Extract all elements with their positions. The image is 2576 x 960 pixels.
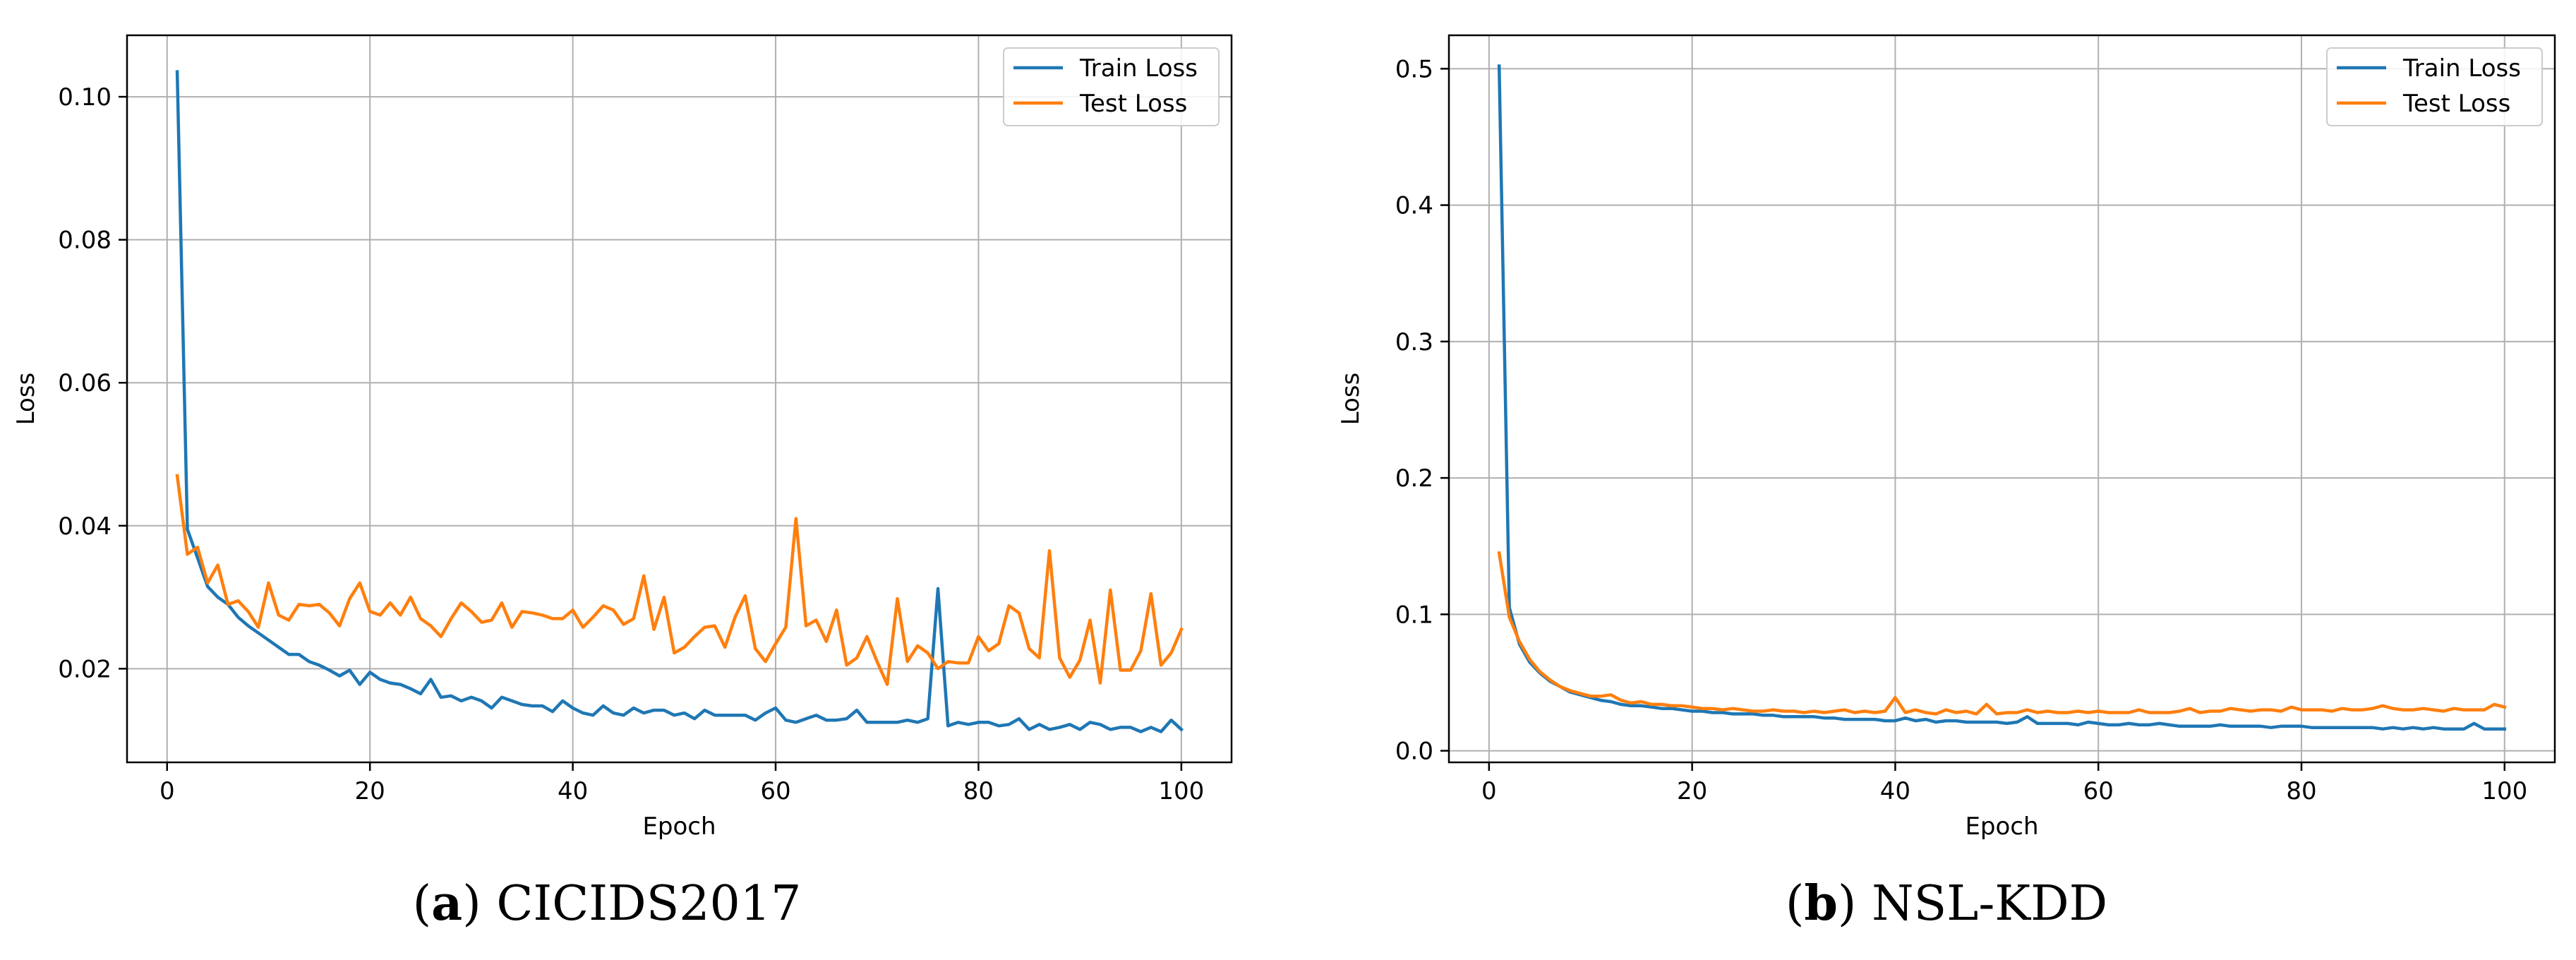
caption-a-prefix: ( <box>412 876 432 932</box>
legend-label: Train Loss <box>1079 54 1198 83</box>
plot-frame <box>1448 34 2556 764</box>
x-tick-label: 40 <box>558 777 588 805</box>
caption-a: (a) CICIDS2017 <box>254 875 960 946</box>
x-tick-label: 0 <box>160 777 175 805</box>
caption-a-suffix: ) <box>462 876 481 932</box>
x-tick-label: 20 <box>1677 777 1707 805</box>
series-line-test-loss <box>175 474 1184 686</box>
x-tick-label: 20 <box>355 777 385 805</box>
x-axis-title: Epoch <box>1965 812 2038 841</box>
x-tick-label: 0 <box>1481 777 1497 805</box>
panel-a-chart: 0 20 40 60 80 100 0.02 0.04 0.06 0.08 0.10 Epoch Los… <box>12 34 1233 841</box>
y-tick-label: 0.2 <box>1395 464 1433 493</box>
y-tick-label: 0.06 <box>58 369 112 397</box>
y-tick-label: 0.02 <box>58 655 112 683</box>
x-tick-label: 100 <box>2481 777 2527 805</box>
caption-a-letter: a <box>431 875 463 932</box>
caption-b-suffix: ) <box>1837 876 1857 932</box>
series-line-train-loss <box>1497 64 2507 731</box>
legend-label: Train Loss <box>2402 54 2521 83</box>
y-tick-label: 0.4 <box>1395 192 1433 220</box>
caption-a-name: CICIDS2017 <box>496 876 802 932</box>
y-tick-label: 0.1 <box>1395 601 1433 629</box>
x-tick-label: 100 <box>1158 777 1204 805</box>
x-tick-label: 60 <box>2083 777 2114 805</box>
y-tick-label: 0.0 <box>1395 738 1433 766</box>
series-line-train-loss <box>175 70 1184 733</box>
x-tick-label: 80 <box>2286 777 2316 805</box>
series-line-test-loss <box>1497 551 2507 716</box>
panel-b-chart: 0 20 40 60 80 100 0.0 0.1 0.2 0.3 0.4 0.5 Epoch Loss T… <box>1337 34 2556 841</box>
x-tick-label: 80 <box>963 777 994 805</box>
plot-frame <box>126 34 1233 764</box>
x-axis-title: Epoch <box>642 812 716 841</box>
caption-b-prefix: ( <box>1785 876 1805 932</box>
legend-label: Test Loss <box>1079 90 1187 118</box>
y-tick-label: 0.3 <box>1395 328 1433 356</box>
y-axis-title: Loss <box>1337 373 1365 426</box>
legend-label: Test Loss <box>2402 90 2510 118</box>
caption-b-name: NSL-KDD <box>1872 876 2108 932</box>
y-tick-label: 0.08 <box>58 227 112 255</box>
y-tick-label: 0.5 <box>1395 55 1433 83</box>
caption-b-letter: b <box>1804 875 1838 932</box>
y-axis-title: Loss <box>12 373 40 426</box>
x-tick-label: 40 <box>1880 777 1910 805</box>
x-tick-label: 60 <box>760 777 790 805</box>
y-tick-label: 0.04 <box>58 512 112 541</box>
caption-b: (b) NSL-KDD <box>1594 875 2299 946</box>
y-tick-label: 0.10 <box>58 83 112 112</box>
